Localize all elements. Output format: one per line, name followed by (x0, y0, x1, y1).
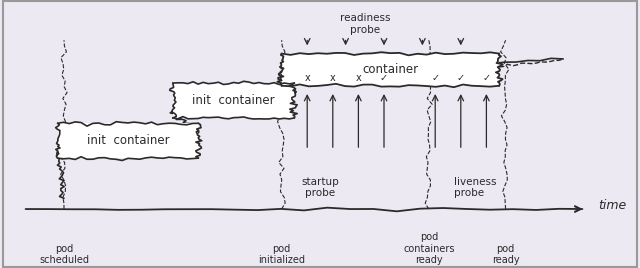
Text: ✓: ✓ (380, 73, 388, 83)
Text: liveness
probe: liveness probe (454, 177, 497, 199)
Text: ✓: ✓ (431, 73, 439, 83)
Text: startup
probe: startup probe (301, 177, 339, 199)
Text: time: time (598, 199, 627, 211)
Text: x: x (356, 73, 361, 83)
Bar (282, 54, 499, 86)
Bar (58, 123, 198, 158)
Text: init  container: init container (86, 134, 170, 147)
Text: container: container (362, 63, 419, 76)
Bar (173, 83, 294, 118)
Text: pod
initialized: pod initialized (258, 244, 305, 265)
Text: x: x (330, 73, 335, 83)
Text: x: x (305, 73, 310, 83)
Text: ✓: ✓ (483, 73, 490, 83)
Text: pod
containers
ready: pod containers ready (403, 232, 454, 265)
Text: init  container: init container (192, 94, 275, 107)
FancyBboxPatch shape (3, 1, 637, 267)
Text: pod
ready: pod ready (492, 244, 520, 265)
Text: readiness
probe: readiness probe (340, 13, 390, 35)
Text: ✓: ✓ (457, 73, 465, 83)
Text: pod
scheduled: pod scheduled (39, 244, 89, 265)
